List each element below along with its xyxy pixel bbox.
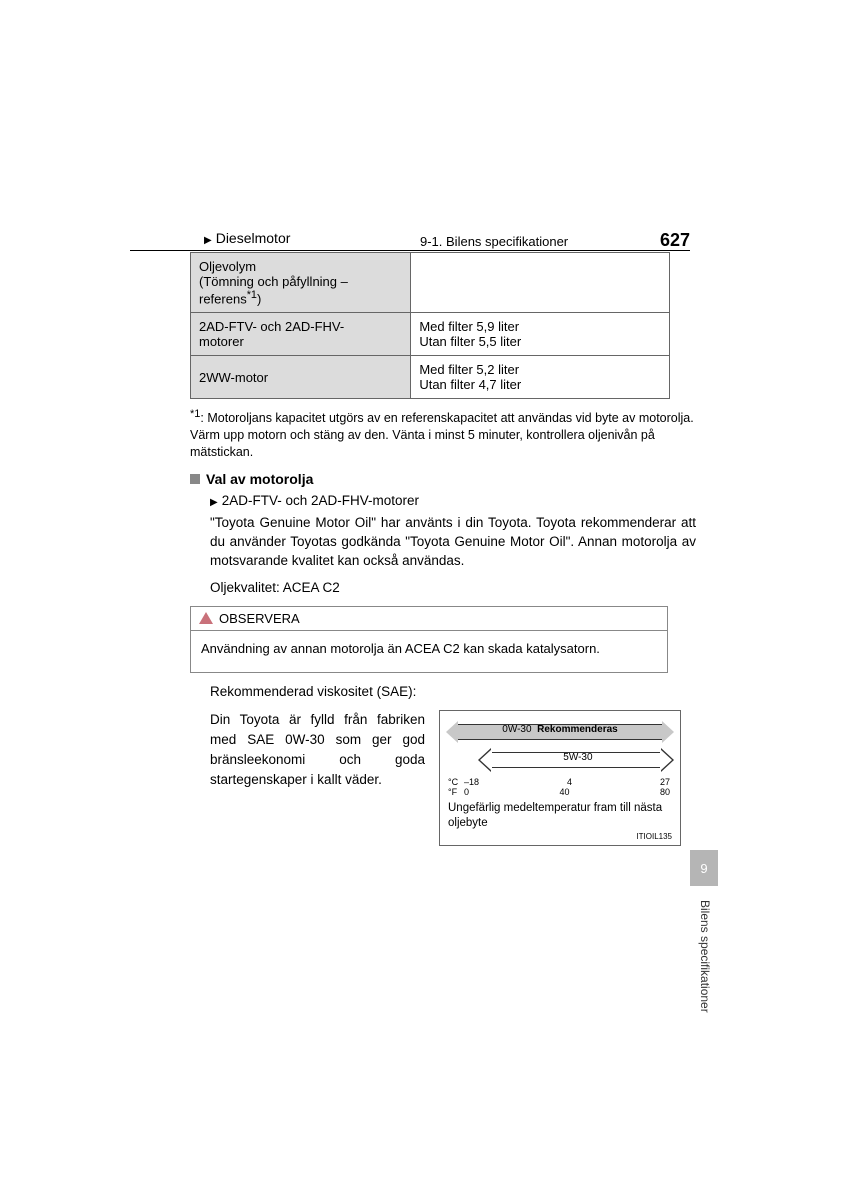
viscosity-paragraph: Din Toyota är fylld från fabriken med SA…: [210, 710, 425, 847]
oil-paragraph: "Toyota Genuine Motor Oil" har använts i…: [210, 514, 696, 571]
triangle-icon: ▶: [210, 497, 218, 508]
notice-body: Användning av annan motorolja än ACEA C2…: [191, 631, 667, 672]
oil-quality-line: Oljekvalitet: ACEA C2: [210, 579, 696, 598]
diagram-code: ITIOIL135: [448, 832, 672, 841]
notice-header: OBSERVERA: [191, 607, 667, 631]
square-bullet-icon: [190, 474, 200, 484]
chapter-vertical-label: Bilens specifikationer: [698, 900, 712, 1013]
notice-title: OBSERVERA: [219, 611, 300, 626]
footnote: *1: Motoroljans kapacitet utgörs av en r…: [190, 407, 696, 461]
temp-row-f: °F 0 40 80: [448, 787, 672, 797]
table-row: 2WW-motor Med filter 5,2 liter Utan filt…: [191, 356, 670, 399]
engine-type-heading: ▶Dieselmotor: [204, 230, 696, 246]
notice-box: OBSERVERA Användning av annan motorolja …: [190, 606, 668, 673]
temp-row-c: °C –18 4 27: [448, 777, 672, 787]
viscosity-diagram: 0W-30 Rekommenderas 5W-30 °C –18 4 27: [439, 710, 681, 847]
engines-bullet: ▶2AD-FTV- och 2AD-FHV-motorer: [210, 493, 696, 508]
oil-selection-heading: Val av motorolja: [190, 471, 696, 487]
oil-volume-table: Oljevolym (Tömning och påfyllning – refe…: [190, 252, 670, 399]
table-row: 2AD-FTV- och 2AD-FHV- motorer Med filter…: [191, 313, 670, 356]
chapter-tab: 9: [690, 850, 718, 886]
viscosity-heading: Rekommenderad viskositet (SAE):: [210, 683, 696, 702]
warning-icon: [199, 612, 213, 624]
arrow-5w30: 5W-30: [448, 749, 672, 771]
diagram-caption: Ungefärlig medeltemperatur fram till näs…: [448, 801, 672, 831]
table-header-cell: Oljevolym (Tömning och påfyllning – refe…: [191, 253, 411, 313]
triangle-icon: ▶: [204, 235, 212, 246]
table-header-value: [411, 253, 670, 313]
viscosity-columns: Din Toyota är fylld från fabriken med SA…: [210, 710, 696, 847]
arrow-0w30: 0W-30 Rekommenderas: [448, 721, 672, 743]
page-content: ▶Dieselmotor Oljevolym (Tömning och påfy…: [186, 230, 696, 846]
